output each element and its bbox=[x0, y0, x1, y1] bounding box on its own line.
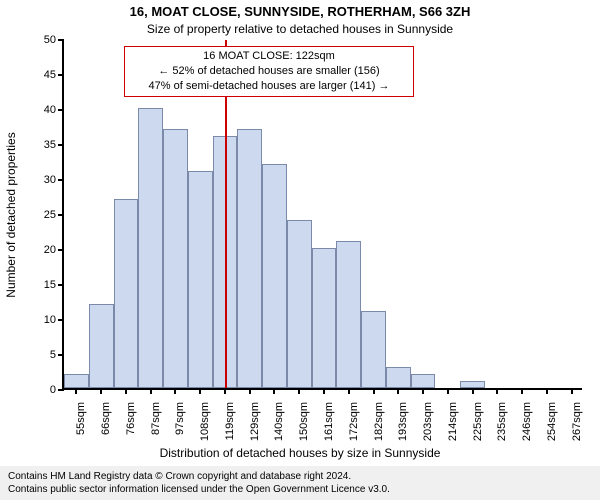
footer-line-1: Contains HM Land Registry data © Crown c… bbox=[8, 470, 592, 483]
xtick-mark bbox=[75, 388, 77, 394]
xtick-mark bbox=[496, 388, 498, 394]
xtick-mark bbox=[174, 388, 176, 394]
chart-root: 16, MOAT CLOSE, SUNNYSIDE, ROTHERHAM, S6… bbox=[0, 0, 600, 500]
xtick-label: 254sqm bbox=[546, 402, 558, 441]
histogram-bar bbox=[188, 171, 213, 388]
xtick-mark bbox=[447, 388, 449, 394]
ytick-label: 40 bbox=[44, 104, 56, 116]
xtick-label: 225sqm bbox=[472, 402, 484, 441]
ytick-mark bbox=[58, 319, 64, 321]
footer-attribution: Contains HM Land Registry data © Crown c… bbox=[0, 466, 600, 500]
annotation-line: ← 52% of detached houses are smaller (15… bbox=[129, 64, 409, 79]
ytick-label: 25 bbox=[44, 209, 56, 221]
xtick-mark bbox=[348, 388, 350, 394]
xtick-mark bbox=[125, 388, 127, 394]
histogram-bar bbox=[89, 304, 114, 388]
xtick-mark bbox=[249, 388, 251, 394]
footer-line-2: Contains public sector information licen… bbox=[8, 483, 592, 496]
ytick-mark bbox=[58, 214, 64, 216]
ytick-mark bbox=[58, 109, 64, 111]
xtick-label: 129sqm bbox=[249, 402, 261, 441]
xtick-mark bbox=[273, 388, 275, 394]
xtick-label: 235sqm bbox=[496, 402, 508, 441]
xtick-mark bbox=[546, 388, 548, 394]
ytick-mark bbox=[58, 284, 64, 286]
ytick-mark bbox=[58, 249, 64, 251]
ytick-label: 50 bbox=[44, 34, 56, 46]
xtick-label: 193sqm bbox=[397, 402, 409, 441]
xtick-mark bbox=[323, 388, 325, 394]
ytick-mark bbox=[58, 39, 64, 41]
ytick-mark bbox=[58, 74, 64, 76]
histogram-bar bbox=[114, 199, 139, 388]
xtick-label: 119sqm bbox=[224, 402, 236, 440]
xtick-label: 140sqm bbox=[273, 402, 285, 441]
ytick-label: 45 bbox=[44, 69, 56, 81]
ytick-mark bbox=[58, 354, 64, 356]
ytick-label: 5 bbox=[50, 349, 56, 361]
histogram-bar bbox=[64, 374, 89, 388]
histogram-bar bbox=[411, 374, 436, 388]
histogram-bar bbox=[287, 220, 312, 388]
ytick-label: 20 bbox=[44, 244, 56, 256]
xtick-label: 172sqm bbox=[348, 402, 360, 441]
annotation-box: 16 MOAT CLOSE: 122sqm← 52% of detached h… bbox=[124, 46, 414, 97]
histogram-bar bbox=[262, 164, 287, 388]
xtick-mark bbox=[571, 388, 573, 394]
annotation-line: 16 MOAT CLOSE: 122sqm bbox=[129, 49, 409, 64]
xtick-label: 87sqm bbox=[150, 402, 162, 435]
ytick-label: 10 bbox=[44, 314, 56, 326]
histogram-bar bbox=[312, 248, 337, 388]
xtick-label: 108sqm bbox=[199, 402, 211, 441]
ytick-mark bbox=[58, 389, 64, 391]
xtick-mark bbox=[373, 388, 375, 394]
xtick-label: 66sqm bbox=[100, 402, 112, 435]
xtick-label: 203sqm bbox=[422, 402, 434, 441]
histogram-bar bbox=[336, 241, 361, 388]
xtick-mark bbox=[521, 388, 523, 394]
histogram-bar bbox=[237, 129, 262, 388]
xtick-mark bbox=[472, 388, 474, 394]
ytick-label: 30 bbox=[44, 174, 56, 186]
y-axis-label: Number of detached properties bbox=[4, 132, 18, 297]
xtick-label: 214sqm bbox=[447, 402, 459, 441]
histogram-bar bbox=[163, 129, 188, 388]
histogram-bar bbox=[460, 381, 485, 388]
xtick-label: 55sqm bbox=[75, 402, 87, 435]
xtick-label: 161sqm bbox=[323, 402, 335, 441]
xtick-label: 150sqm bbox=[298, 402, 310, 441]
ytick-label: 0 bbox=[50, 384, 56, 396]
ytick-mark bbox=[58, 179, 64, 181]
chart-title-main: 16, MOAT CLOSE, SUNNYSIDE, ROTHERHAM, S6… bbox=[0, 4, 600, 19]
xtick-label: 76sqm bbox=[125, 402, 137, 435]
chart-title-sub: Size of property relative to detached ho… bbox=[0, 22, 600, 36]
histogram-bar bbox=[361, 311, 386, 388]
annotation-line: 47% of semi-detached houses are larger (… bbox=[129, 79, 409, 94]
xtick-mark bbox=[397, 388, 399, 394]
xtick-mark bbox=[298, 388, 300, 394]
ytick-mark bbox=[58, 144, 64, 146]
xtick-mark bbox=[100, 388, 102, 394]
ytick-label: 15 bbox=[44, 279, 56, 291]
ytick-label: 35 bbox=[44, 139, 56, 151]
plot-area: 0510152025303540455055sqm66sqm76sqm87sqm… bbox=[62, 40, 582, 390]
x-axis-label: Distribution of detached houses by size … bbox=[0, 446, 600, 460]
xtick-label: 97sqm bbox=[174, 402, 186, 435]
xtick-label: 267sqm bbox=[571, 402, 583, 441]
xtick-mark bbox=[150, 388, 152, 394]
xtick-mark bbox=[422, 388, 424, 394]
histogram-bar bbox=[138, 108, 163, 388]
xtick-label: 246sqm bbox=[521, 402, 533, 441]
histogram-bar bbox=[386, 367, 411, 388]
xtick-label: 182sqm bbox=[373, 402, 385, 441]
xtick-mark bbox=[199, 388, 201, 394]
xtick-mark bbox=[224, 388, 226, 394]
